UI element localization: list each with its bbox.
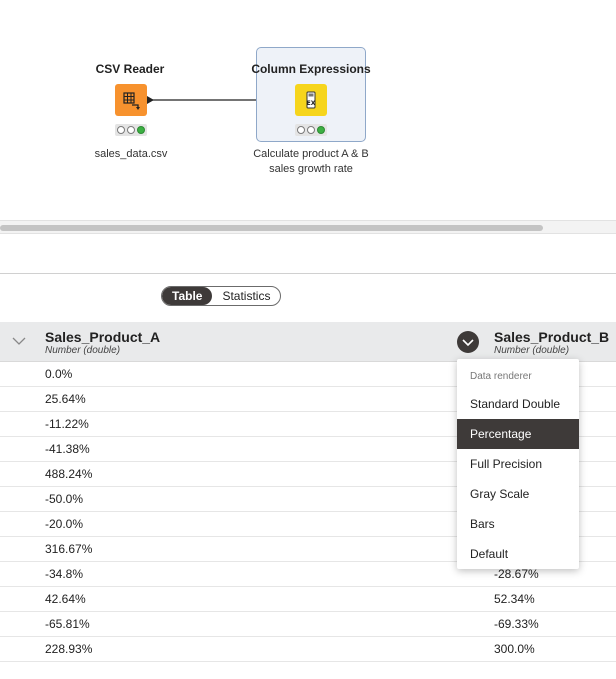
menu-item-standard-double[interactable]: Standard Double <box>470 397 561 411</box>
cell-sales-product-b: -69.33% <box>494 617 539 631</box>
canvas-horizontal-scrollbar[interactable] <box>0 220 616 234</box>
cell-sales-product-a: -41.38% <box>45 442 90 456</box>
column-type-sales-product-b: Number (double) <box>494 345 570 356</box>
node-title-column-expressions: Column Expressions <box>251 62 371 76</box>
node-label-column-expressions[interactable]: Calculate product A & B sales growth rat… <box>253 148 369 175</box>
cell-sales-product-b: 300.0% <box>494 642 535 656</box>
chevron-down-icon[interactable] <box>12 336 26 346</box>
node-status-indicator <box>115 124 147 136</box>
cell-sales-product-a: 42.64% <box>45 592 86 606</box>
cell-sales-product-a: -34.8% <box>45 567 84 581</box>
column-header-sales-product-b[interactable]: Sales_Product_B <box>494 329 610 345</box>
chevron-down-icon <box>462 339 474 347</box>
cell-sales-product-a: 316.67% <box>45 542 93 556</box>
status-green-light <box>317 126 325 134</box>
data-renderer-button[interactable] <box>457 331 479 353</box>
table-row[interactable]: 228.93% 300.0% <box>0 637 616 662</box>
node-status-indicator <box>295 124 327 136</box>
node-title-csv-reader: CSV Reader <box>95 62 165 76</box>
node-label-csv-reader[interactable]: sales_data.csv <box>94 148 168 160</box>
cell-sales-product-a: 488.24% <box>45 467 93 481</box>
cell-sales-product-a: -20.0% <box>45 517 84 531</box>
cell-sales-product-b: 52.34% <box>494 592 535 606</box>
status-green-light <box>137 126 145 134</box>
menu-item-percentage[interactable]: Percentage <box>457 419 579 449</box>
menu-title: Data renderer <box>470 371 532 382</box>
menu-item-default[interactable]: Default <box>470 547 509 561</box>
cell-sales-product-b: -28.67% <box>494 567 539 581</box>
tab-statistics[interactable]: Statistics <box>222 289 271 303</box>
column-type-sales-product-a: Number (double) <box>45 345 121 356</box>
cell-sales-product-a: 25.64% <box>45 392 86 406</box>
svg-text:EX: EX <box>307 100 316 107</box>
menu-item-full-precision[interactable]: Full Precision <box>470 457 543 471</box>
status-yellow-light <box>307 126 315 134</box>
view-toggle[interactable]: Table Statistics <box>161 286 282 306</box>
tab-table[interactable]: Table <box>162 287 213 305</box>
table-row[interactable]: 42.64% 52.34% <box>0 587 616 612</box>
menu-item-gray-scale[interactable]: Gray Scale <box>470 487 530 501</box>
table-reader-icon[interactable] <box>115 84 147 116</box>
workflow-canvas[interactable]: CSV Reader sales_data.csv Column Express… <box>0 0 616 236</box>
output-panel-header <box>0 236 616 274</box>
cell-sales-product-a: -65.81% <box>45 617 90 631</box>
status-red-light <box>297 126 305 134</box>
canvas-scrollbar-thumb[interactable] <box>0 225 543 231</box>
column-header-sales-product-a[interactable]: Sales_Product_A <box>45 329 161 345</box>
menu-item-bars[interactable]: Bars <box>470 517 495 531</box>
cell-sales-product-a: -11.22% <box>45 417 89 431</box>
data-renderer-menu: Data renderer Standard Double Percentage… <box>457 359 579 569</box>
cell-sales-product-a: -50.0% <box>45 492 84 506</box>
cell-sales-product-a: 228.93% <box>45 642 93 656</box>
cell-sales-product-a: 0.0% <box>45 367 73 381</box>
expression-icon[interactable]: EX <box>295 84 327 116</box>
status-red-light <box>117 126 125 134</box>
status-yellow-light <box>127 126 135 134</box>
table-header: Sales_Product_A Number (double) Sales_Pr… <box>0 322 616 362</box>
table-row[interactable]: -65.81% -69.33% <box>0 612 616 637</box>
